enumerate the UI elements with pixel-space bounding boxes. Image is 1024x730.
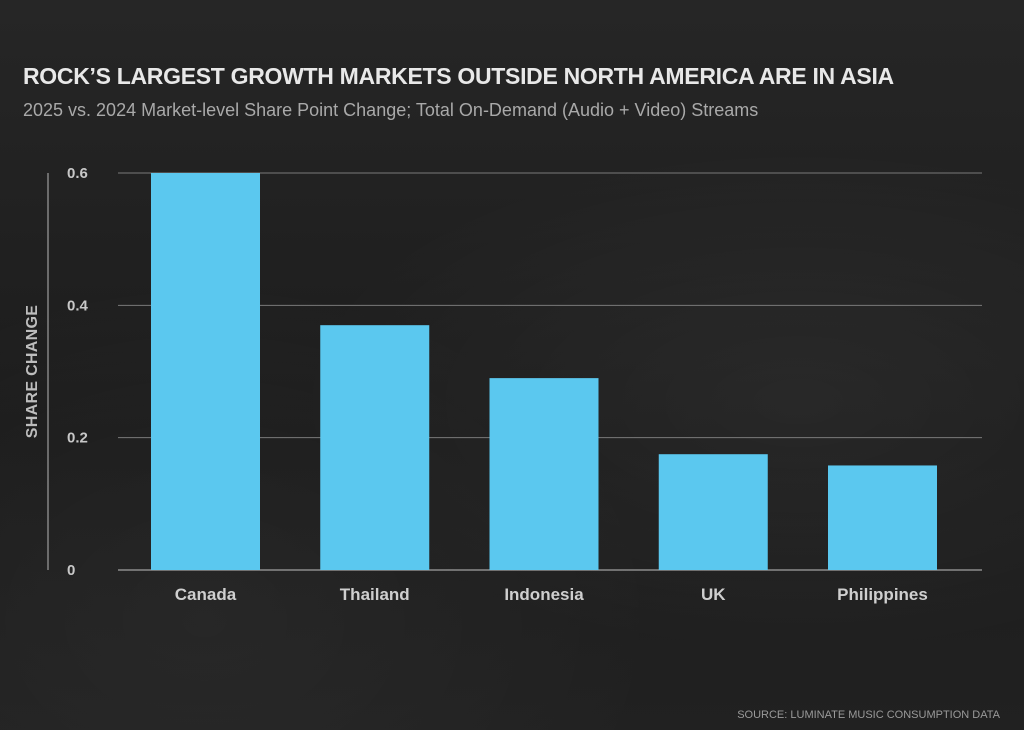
chart-title: ROCK’S LARGEST GROWTH MARKETS OUTSIDE NO…	[23, 63, 894, 89]
bar-layer	[151, 173, 937, 570]
y-tick-label: 0	[67, 562, 75, 579]
y-tick-label: 0.2	[67, 430, 88, 447]
bar-thailand	[320, 325, 430, 570]
label-layer: 0 0.2 0.4 0.6 SHARE CHANGE Canada Thailand Indo…	[24, 165, 928, 604]
bar-canada	[151, 173, 260, 570]
x-tick-label: Indonesia	[504, 585, 584, 604]
y-tick-label: 0.6	[67, 165, 88, 182]
x-tick-label: Philippines	[837, 585, 928, 604]
x-tick-label: UK	[701, 585, 726, 604]
y-tick-label: 0.4	[67, 297, 89, 314]
x-tick-label: Thailand	[340, 585, 410, 604]
chart-subtitle: 2025 vs. 2024 Market-level Share Point C…	[23, 100, 759, 120]
bar-uk	[658, 454, 768, 570]
x-tick-label: Canada	[175, 585, 237, 604]
bar-philippines	[828, 465, 937, 570]
bar-indonesia	[489, 378, 599, 570]
y-axis-title: SHARE CHANGE	[24, 305, 41, 438]
source-note: SOURCE: LUMINATE MUSIC CONSUMPTION DATA	[737, 709, 1000, 721]
